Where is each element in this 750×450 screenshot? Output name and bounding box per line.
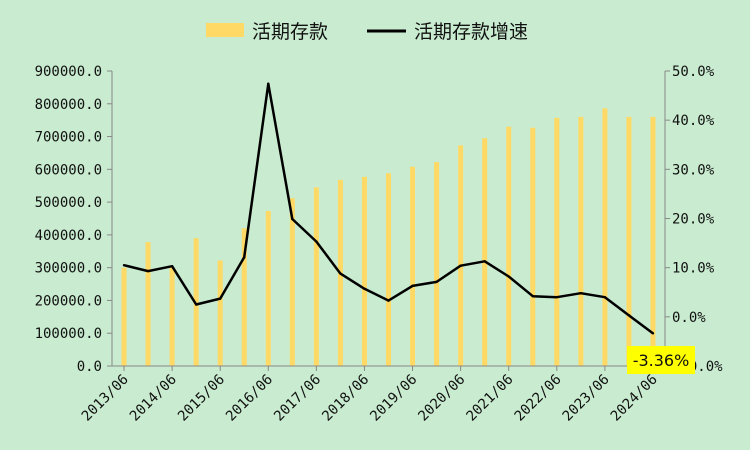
- bar: [482, 138, 488, 366]
- line-point: [267, 82, 270, 85]
- y-left-tick-label: 500000.0: [35, 195, 102, 211]
- annotation-box: [627, 346, 695, 374]
- legend-label-bar: 活期存款: [252, 21, 328, 43]
- y-right-tick-label: 0.0%: [672, 310, 706, 326]
- x-tick-label: 2015/06: [175, 372, 228, 425]
- x-tick-label: 2016/06: [223, 372, 276, 425]
- bar-series: [121, 108, 656, 366]
- x-tick-label: 2020/06: [415, 372, 468, 425]
- line-point: [387, 299, 390, 302]
- bar: [361, 176, 367, 366]
- annotation-label: -3.36%: [633, 351, 690, 370]
- y-left-tick-label: 100000.0: [35, 326, 102, 342]
- bar: [578, 116, 584, 366]
- x-tick-label: 2022/06: [512, 372, 565, 425]
- line-point: [579, 292, 583, 295]
- axes: 0.0 100000.0 200000.0 300000.0 400000.0 50000…: [35, 64, 724, 425]
- line-point: [555, 295, 559, 299]
- bar: [410, 166, 416, 366]
- bar: [602, 108, 608, 366]
- bar: [506, 126, 512, 366]
- line-point: [122, 264, 126, 267]
- y-right-tick-label: 10.0%: [672, 261, 715, 277]
- x-tick-label: 2018/06: [319, 372, 372, 425]
- y-right-tick-label: 20.0%: [672, 212, 715, 228]
- line-point: [218, 297, 222, 300]
- line-point: [627, 314, 631, 317]
- x-tick-label: 2021/06: [464, 372, 517, 425]
- x-tick-label: 2024/06: [608, 372, 661, 425]
- y-left-tick-label: 200000.0: [35, 293, 102, 309]
- bar: [121, 267, 127, 366]
- annotation: -3.36%: [627, 346, 695, 374]
- bar: [265, 210, 271, 366]
- x-tick-label: 2023/06: [560, 372, 613, 425]
- line-point: [531, 294, 534, 298]
- line-point: [146, 269, 150, 273]
- line-point: [339, 272, 342, 275]
- line-point: [243, 256, 246, 259]
- y-left-tick-label: 300000.0: [35, 261, 102, 277]
- y-left-tick-label: 600000.0: [35, 162, 102, 178]
- bar: [145, 242, 151, 366]
- line-series: [122, 82, 655, 335]
- y-left-tick-label: 0.0: [77, 359, 102, 375]
- x-tick-label: 2013/06: [79, 372, 132, 425]
- line-point: [170, 264, 174, 268]
- line-point: [194, 303, 198, 306]
- line-point: [363, 287, 366, 291]
- line-point: [315, 240, 318, 243]
- bar: [626, 116, 632, 366]
- line-point: [483, 260, 486, 263]
- line-point: [291, 217, 294, 221]
- bar: [650, 116, 656, 366]
- y-left-tick-label: 700000.0: [35, 130, 102, 146]
- bar: [289, 198, 295, 366]
- y-right-tick-label: 30.0%: [672, 162, 715, 178]
- y-left-tick-label: 900000.0: [35, 64, 102, 80]
- bar: [241, 228, 247, 366]
- bar: [386, 173, 391, 366]
- line-point: [435, 280, 438, 284]
- bar: [458, 145, 464, 366]
- bar: [313, 187, 319, 366]
- x-tick-label: 2019/06: [367, 372, 420, 425]
- y-right-tick-label: 40.0%: [672, 113, 715, 129]
- bar: [434, 162, 440, 366]
- line-point: [651, 332, 655, 335]
- bar: [530, 127, 536, 366]
- y-left-tick-label: 400000.0: [35, 228, 102, 244]
- line-point: [507, 275, 510, 278]
- legend: 活期存款 活期存款增速: [206, 21, 528, 43]
- line-point: [603, 295, 607, 299]
- bar: [169, 267, 175, 366]
- y-left-tick-label: 800000.0: [35, 97, 102, 113]
- bar: [554, 117, 560, 366]
- legend-label-line: 活期存款增速: [414, 21, 528, 43]
- x-tick-label: 2017/06: [271, 372, 324, 425]
- bar: [217, 260, 223, 366]
- x-tick-label: 2014/06: [127, 372, 180, 425]
- line-point: [411, 284, 414, 288]
- y-right-tick-label: 50.0%: [672, 64, 715, 80]
- legend-swatch-bar: [206, 23, 244, 37]
- line-point: [459, 264, 462, 267]
